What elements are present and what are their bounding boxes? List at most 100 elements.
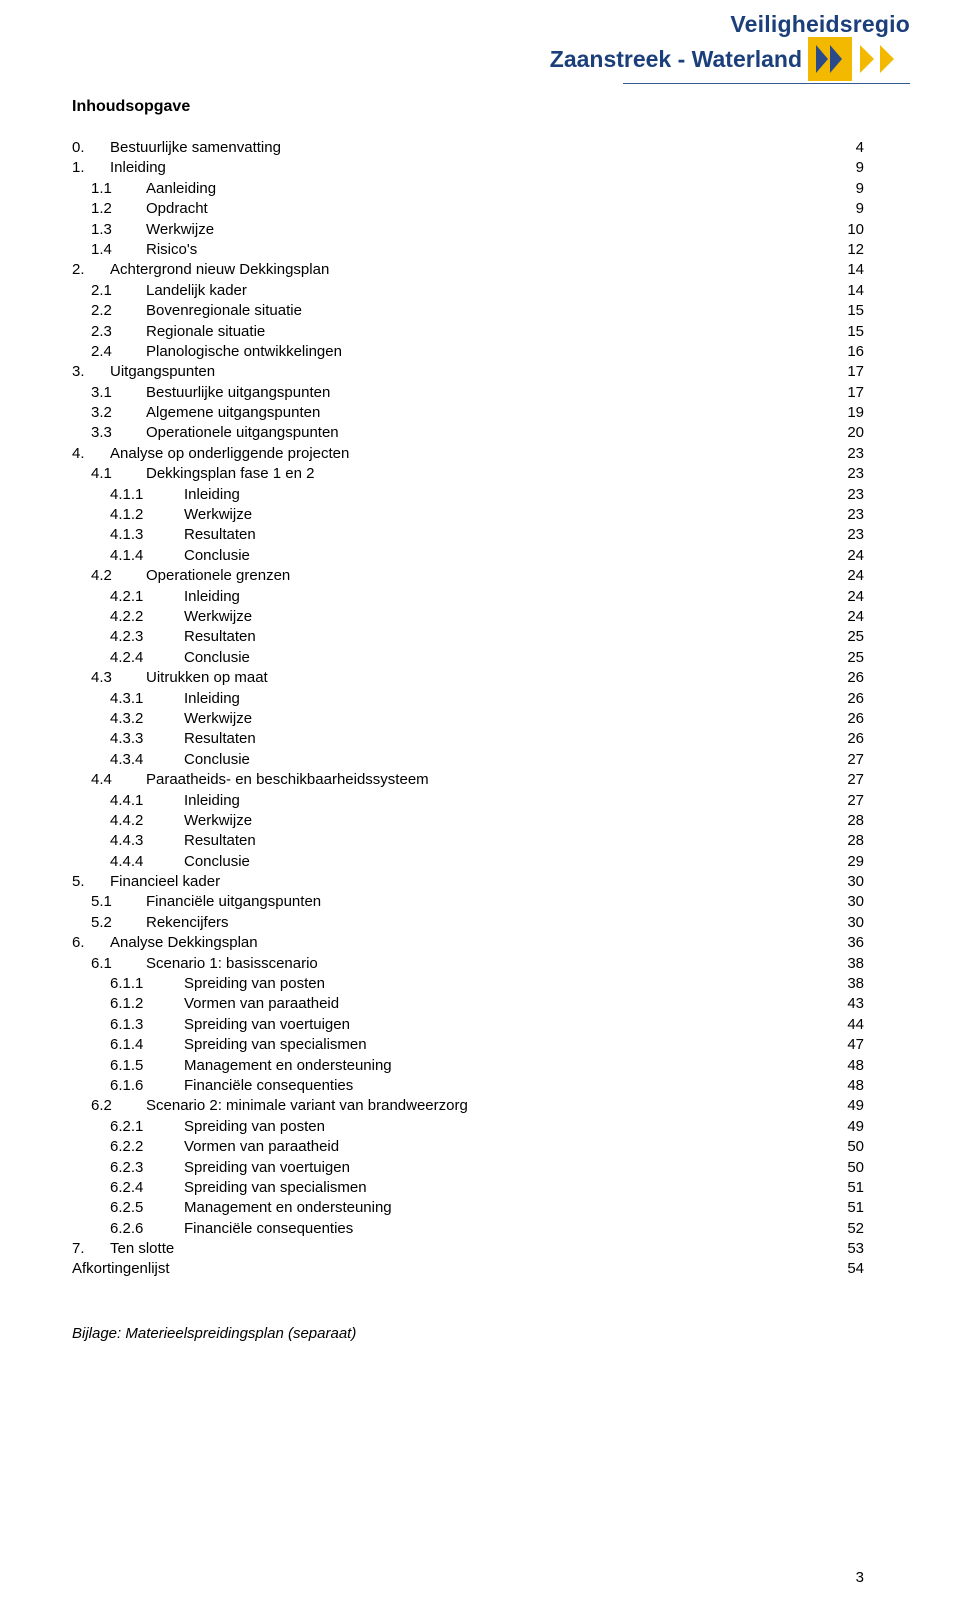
toc-label: Financiële consequenties [184,1219,353,1239]
toc-number: 4.3.3 [72,729,184,749]
toc-page: 26 [843,668,864,688]
toc-page: 26 [843,709,864,729]
toc-page: 17 [843,383,864,403]
content-area: Inhoudsopgave 0.Bestuurlijke samenvattin… [0,0,960,1342]
toc-number: 4.2.2 [72,607,184,627]
toc-label: Achtergrond nieuw Dekkingsplan [110,260,329,280]
toc-label: Werkwijze [184,709,252,729]
toc-page: 24 [843,566,864,586]
toc-row: 6.1.1Spreiding van posten38 [72,974,864,994]
toc-row: 6.1.3Spreiding van voertuigen 44 [72,1015,864,1035]
toc-page: 9 [852,179,864,199]
toc-label: Scenario 2: minimale variant van brandwe… [146,1096,468,1116]
toc-page: 9 [852,158,864,178]
toc-number: 4.3.2 [72,709,184,729]
toc-number: 5. [72,872,110,892]
toc-label: Vormen van paraatheid [184,994,339,1014]
toc-row: 6.2Scenario 2: minimale variant van bran… [72,1096,864,1116]
toc-row: 4.1.4Conclusie24 [72,546,864,566]
toc-label: Spreiding van specialismen [184,1178,367,1198]
org-logo: Veiligheidsregio Zaanstreek - Waterland [550,12,910,84]
toc-label: Werkwijze [146,220,214,240]
appendix-note: Bijlage: Materieelspreidingsplan (separa… [72,1308,864,1342]
toc-label: Opdracht [146,199,208,219]
toc-number: 6.2.3 [72,1158,184,1178]
toc-label: Inleiding [184,791,240,811]
toc-number: 4.2.1 [72,587,184,607]
toc-number: 3.2 [72,403,146,423]
toc-page: 17 [843,362,864,382]
toc-page: 44 [843,1015,864,1035]
toc-label: Analyse op onderliggende projecten [110,444,349,464]
toc-number: 4.3.4 [72,750,184,770]
toc-label: Resultaten [184,525,256,545]
toc-label: Algemene uitgangspunten [146,403,320,423]
toc-number: 2.3 [72,322,146,342]
toc-page: 12 [843,240,864,260]
toc-page: 24 [843,546,864,566]
toc-row: 6.2.2Vormen van paraatheid50 [72,1137,864,1157]
toc-page: 52 [843,1219,864,1239]
toc-label: Inleiding [184,587,240,607]
toc-number: 4.4.3 [72,831,184,851]
toc-row: 4.3Uitrukken op maat 26 [72,668,864,688]
toc-row: 3.3Operationele uitgangspunten20 [72,423,864,443]
toc-page: 24 [843,607,864,627]
toc-label: Werkwijze [184,505,252,525]
logo-line1: Veiligheidsregio [730,12,910,36]
logo-line2: Zaanstreek - Waterland [550,47,802,71]
toc-number: 0. [72,138,110,158]
document-page: Veiligheidsregio Zaanstreek - Waterland … [0,0,960,1614]
toc-page: 36 [843,933,864,953]
toc-number: 4. [72,444,110,464]
toc-label: Dekkingsplan fase 1 en 2 [146,464,314,484]
toc-page: 29 [843,852,864,872]
toc-label: Spreiding van posten [184,1117,325,1137]
toc-label: Uitrukken op maat [146,668,268,688]
toc-label: Spreiding van voertuigen [184,1158,350,1178]
toc-page: 14 [843,260,864,280]
toc-row: 4.2.3Resultaten25 [72,627,864,647]
toc-page: 16 [843,342,864,362]
toc-label: Inleiding [184,689,240,709]
toc-label: Resultaten [184,729,256,749]
toc-label: Management en ondersteuning [184,1056,392,1076]
logo-chevrons-icon [808,37,910,81]
toc-label: Operationele grenzen [146,566,290,586]
toc-row: 6.1Scenario 1: basisscenario38 [72,954,864,974]
toc-page: 19 [843,403,864,423]
toc-page: 30 [843,913,864,933]
toc-number: 6.1.4 [72,1035,184,1055]
toc-row: 1.Inleiding9 [72,158,864,178]
toc-number: 4.1.2 [72,505,184,525]
toc-number: 1.2 [72,199,146,219]
toc-page: 43 [843,994,864,1014]
toc-row: 6.1.2Vormen van paraatheid43 [72,994,864,1014]
toc-row: 4.1.2Werkwijze23 [72,505,864,525]
toc-number: 3.3 [72,423,146,443]
toc-label: Conclusie [184,852,250,872]
toc-label: Planologische ontwikkelingen [146,342,342,362]
toc-row: 4.3.2Werkwijze 26 [72,709,864,729]
toc-number: 6.2 [72,1096,146,1116]
toc-number: 2. [72,260,110,280]
toc-label: Landelijk kader [146,281,247,301]
appendix-text: Bijlage: Materieelspreidingsplan (separa… [72,1325,356,1342]
toc-row: 4.3.1Inleiding26 [72,689,864,709]
toc-row: 6.2.5Management en ondersteuning51 [72,1198,864,1218]
toc-number: 4.1.3 [72,525,184,545]
toc-page: 14 [843,281,864,301]
toc-number: 4.1 [72,464,146,484]
toc-page: 49 [843,1117,864,1137]
toc-label: Spreiding van voertuigen [184,1015,350,1035]
toc-label: Werkwijze [184,811,252,831]
toc-number: 4.2 [72,566,146,586]
toc-page: 23 [843,444,864,464]
toc-number: 6.1.3 [72,1015,184,1035]
toc-number: 4.1.4 [72,546,184,566]
toc-number: 5.1 [72,892,146,912]
toc-label: Inleiding [110,158,166,178]
toc-row: 6.2.6Financiële consequenties52 [72,1219,864,1239]
toc-page: 20 [843,423,864,443]
toc-number: 4.3 [72,668,146,688]
